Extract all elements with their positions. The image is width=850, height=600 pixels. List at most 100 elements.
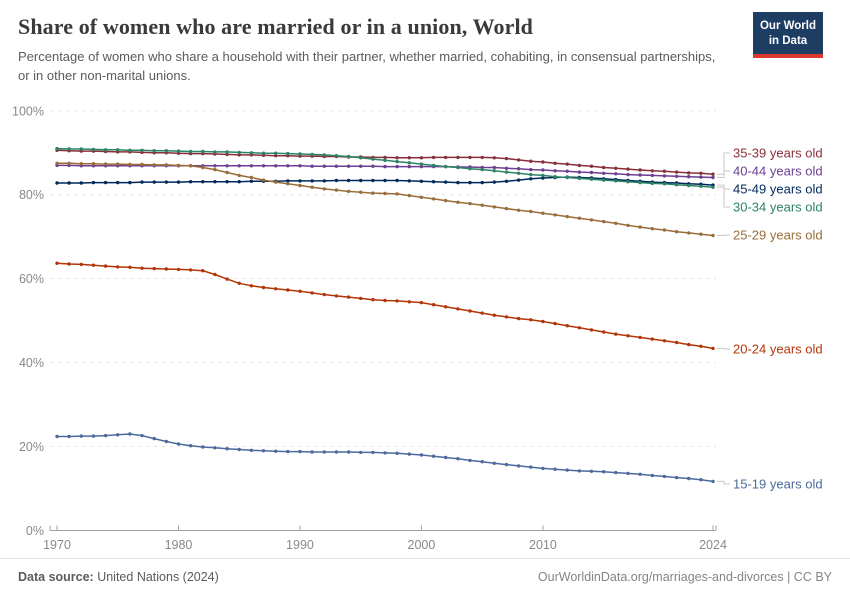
data-point-marker[interactable] — [516, 208, 521, 212]
data-point-marker[interactable] — [711, 346, 715, 351]
series-label[interactable]: 35-39 years old — [733, 146, 823, 161]
data-point-marker[interactable] — [116, 180, 120, 185]
data-point-marker[interactable] — [225, 164, 229, 168]
data-point-marker[interactable] — [711, 172, 715, 176]
data-point-marker[interactable] — [541, 160, 545, 164]
data-point-marker[interactable] — [322, 153, 326, 157]
data-point-marker[interactable] — [674, 174, 679, 178]
data-point-marker[interactable] — [529, 172, 533, 177]
data-point-marker[interactable] — [468, 458, 472, 463]
data-point-marker[interactable] — [687, 175, 691, 179]
data-point-marker[interactable] — [383, 158, 387, 162]
data-point-marker[interactable] — [346, 450, 351, 454]
data-point-marker[interactable] — [103, 180, 108, 185]
data-point-marker[interactable] — [407, 161, 411, 165]
data-point-marker[interactable] — [516, 464, 521, 468]
data-point-marker[interactable] — [67, 161, 71, 165]
data-point-marker[interactable] — [176, 149, 181, 153]
data-point-marker[interactable] — [674, 170, 679, 174]
data-point-marker[interactable] — [310, 450, 314, 454]
data-point-marker[interactable] — [614, 166, 618, 170]
series-45-49[interactable]: 45-49 years old — [55, 175, 823, 197]
series-label[interactable]: 40-44 years old — [733, 164, 823, 179]
data-point-marker[interactable] — [286, 288, 290, 292]
data-point-marker[interactable] — [444, 180, 448, 184]
data-point-marker[interactable] — [662, 182, 667, 186]
data-point-marker[interactable] — [614, 470, 618, 475]
data-point-marker[interactable] — [152, 266, 156, 271]
data-point-marker[interactable] — [371, 164, 375, 168]
series-label[interactable]: 20-24 years old — [733, 342, 823, 357]
data-point-marker[interactable] — [541, 168, 545, 172]
data-point-marker[interactable] — [261, 285, 266, 290]
data-point-marker[interactable] — [626, 172, 630, 177]
data-point-marker[interactable] — [359, 156, 363, 160]
data-point-marker[interactable] — [298, 164, 302, 168]
data-point-marker[interactable] — [322, 292, 326, 297]
data-point-marker[interactable] — [310, 164, 314, 168]
data-point-marker[interactable] — [298, 289, 302, 293]
data-point-marker[interactable] — [274, 287, 278, 291]
data-point-marker[interactable] — [650, 169, 654, 173]
data-point-marker[interactable] — [395, 159, 399, 164]
data-point-marker[interactable] — [407, 179, 411, 183]
data-point-marker[interactable] — [407, 300, 411, 304]
data-point-marker[interactable] — [638, 173, 642, 177]
data-point-marker[interactable] — [504, 315, 509, 319]
data-point-marker[interactable] — [626, 180, 630, 184]
data-point-marker[interactable] — [322, 179, 326, 183]
data-point-marker[interactable] — [334, 164, 339, 168]
data-point-marker[interactable] — [626, 334, 630, 338]
data-point-marker[interactable] — [383, 178, 387, 183]
data-point-marker[interactable] — [565, 324, 569, 328]
data-point-marker[interactable] — [128, 265, 132, 269]
data-point-marker[interactable] — [541, 173, 545, 178]
data-point-marker[interactable] — [577, 216, 582, 220]
data-point-marker[interactable] — [201, 180, 205, 184]
data-point-marker[interactable] — [188, 164, 193, 168]
data-point-marker[interactable] — [91, 180, 96, 185]
data-point-marker[interactable] — [711, 233, 715, 238]
data-point-marker[interactable] — [650, 173, 654, 178]
data-point-marker[interactable] — [529, 177, 533, 181]
data-point-marker[interactable] — [298, 449, 302, 454]
data-point-marker[interactable] — [140, 162, 144, 167]
data-point-marker[interactable] — [699, 232, 703, 236]
data-point-marker[interactable] — [249, 164, 254, 168]
data-point-marker[interactable] — [188, 268, 193, 272]
data-point-marker[interactable] — [213, 164, 217, 168]
data-point-marker[interactable] — [152, 180, 156, 184]
data-point-marker[interactable] — [128, 148, 132, 152]
data-point-marker[interactable] — [103, 148, 108, 152]
data-point-marker[interactable] — [589, 328, 594, 332]
data-point-marker[interactable] — [419, 156, 424, 160]
data-point-marker[interactable] — [164, 163, 168, 167]
data-point-marker[interactable] — [310, 185, 314, 189]
data-point-marker[interactable] — [249, 151, 254, 155]
series-label[interactable]: 30-34 years old — [733, 200, 823, 215]
data-point-marker[interactable] — [274, 154, 278, 158]
data-point-marker[interactable] — [201, 269, 205, 273]
data-point-marker[interactable] — [553, 467, 557, 471]
series-20-24[interactable]: 20-24 years old — [55, 261, 823, 357]
data-point-marker[interactable] — [516, 316, 521, 321]
data-point-marker[interactable] — [249, 448, 254, 452]
data-point-marker[interactable] — [431, 180, 436, 184]
data-point-marker[interactable] — [249, 284, 254, 288]
data-point-marker[interactable] — [103, 264, 108, 268]
data-point-marker[interactable] — [444, 305, 448, 309]
owid-logo[interactable]: Our World in Data — [753, 12, 823, 58]
data-point-marker[interactable] — [480, 203, 484, 207]
data-point-marker[interactable] — [334, 178, 339, 183]
data-point-marker[interactable] — [650, 181, 654, 186]
data-point-marker[interactable] — [492, 156, 496, 160]
data-point-marker[interactable] — [237, 150, 241, 155]
data-point-marker[interactable] — [371, 298, 375, 302]
data-point-marker[interactable] — [602, 165, 606, 170]
data-point-marker[interactable] — [176, 267, 181, 272]
data-point-marker[interactable] — [286, 164, 290, 168]
data-point-marker[interactable] — [431, 454, 436, 458]
data-point-marker[interactable] — [140, 180, 144, 184]
data-point-marker[interactable] — [359, 296, 363, 301]
data-point-marker[interactable] — [201, 445, 205, 449]
